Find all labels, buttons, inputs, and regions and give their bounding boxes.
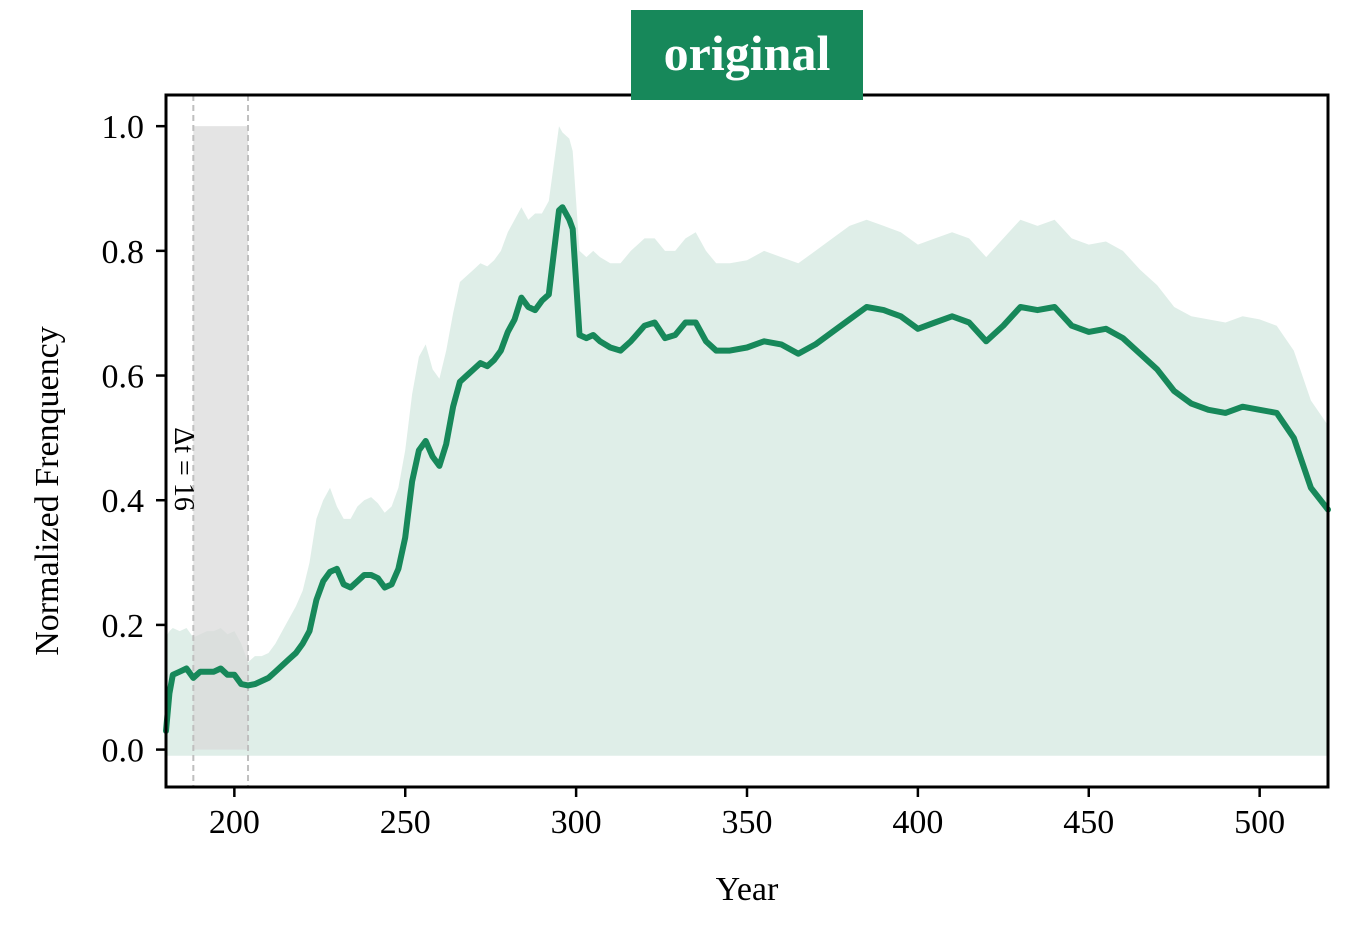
x-axis: 200 250 300 350 400 450 500	[209, 787, 1285, 841]
window-annotation: Δt = 16	[168, 427, 199, 511]
x-tick-label: 300	[551, 804, 602, 841]
y-tick-label: 0.8	[102, 234, 145, 271]
y-tick-label: 0.4	[102, 483, 145, 520]
chart-title-badge: original	[631, 10, 863, 100]
x-tick-label: 250	[380, 804, 431, 841]
y-tick-label: 0.0	[102, 733, 145, 770]
y-tick-label: 0.2	[102, 608, 145, 645]
y-tick-label: 0.6	[102, 359, 145, 396]
confidence-band-layer	[166, 126, 1328, 756]
time-window-shade	[193, 126, 249, 750]
x-tick-label: 450	[1063, 804, 1114, 841]
y-axis-label: Normalized Frenquency	[29, 326, 66, 656]
x-tick-label: 350	[722, 804, 773, 841]
x-axis-label: Year	[716, 871, 779, 908]
confidence-band	[166, 126, 1328, 756]
time-window-layer	[192, 95, 250, 787]
series-line	[163, 204, 1331, 734]
title-background	[631, 10, 863, 100]
x-tick-label: 200	[209, 804, 260, 841]
chart-title: original	[664, 25, 831, 81]
x-tick-label: 500	[1234, 804, 1285, 841]
y-axis: 0.0 0.2 0.4 0.6 0.8 1.0	[102, 109, 166, 770]
series-line-layer	[163, 204, 1331, 734]
x-tick-label: 400	[892, 804, 943, 841]
y-tick-label: 1.0	[102, 109, 145, 146]
